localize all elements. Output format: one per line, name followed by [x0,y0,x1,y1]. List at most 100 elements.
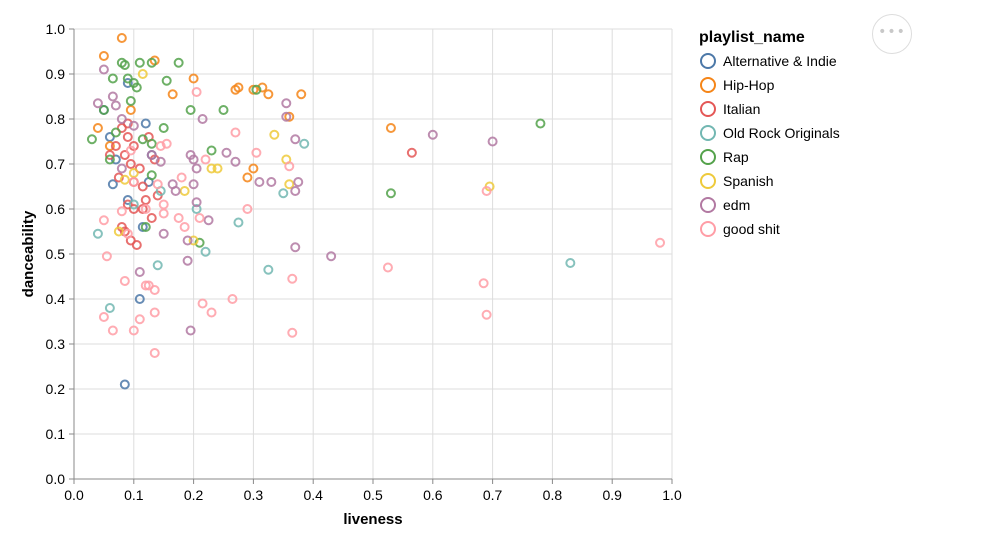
x-axis-title: liveness [343,511,402,528]
data-point [146,57,157,68]
data-point [194,237,205,248]
x-tick-label: 0.7 [483,487,503,503]
data-point [131,82,142,93]
data-point [200,246,211,257]
legend-label: good shit [723,221,780,237]
data-point [242,204,253,214]
data-point [107,73,118,84]
data-point [206,307,217,318]
data-point [179,222,190,232]
data-point [188,154,199,165]
data-point [227,294,238,304]
data-point [152,179,163,190]
data-point [125,159,136,169]
data-point [427,129,438,140]
y-tick-label: 0.9 [46,66,66,82]
data-point [110,141,121,151]
data-point [200,154,211,165]
data-point [137,69,148,79]
data-point [284,179,295,190]
data-point [140,118,151,129]
data-point [149,348,160,358]
data-point [230,127,241,138]
legend-symbol [700,149,716,165]
data-point [191,163,202,174]
data-point [152,260,163,271]
data-point [113,226,124,237]
data-point [281,111,292,122]
legend-item: Spanish [700,173,774,189]
data-point [565,258,576,268]
data-point [290,134,301,145]
data-point [535,118,546,129]
data-point [116,163,127,174]
data-point [125,145,136,156]
legend-symbol [700,125,716,141]
data-point [161,138,172,149]
y-tick-label: 0.3 [46,336,66,352]
data-point [113,172,124,183]
data-point [104,154,115,165]
data-point [161,75,172,86]
legend-item: good shit [700,221,780,237]
data-point [98,105,109,115]
data-point [254,177,265,187]
data-point [296,89,307,100]
x-tick-label: 0.6 [423,487,443,503]
data-point [278,188,289,199]
data-point [478,278,489,289]
data-point [230,156,241,167]
legend-symbol [700,221,716,237]
data-point [134,57,145,68]
data-point [134,267,145,277]
data-point [128,199,139,210]
grid [73,28,673,480]
data-point [170,186,181,196]
data-point [182,235,193,246]
x-tick-label: 0.2 [184,487,204,503]
legend-label: Italian [723,101,760,117]
data-point [179,186,190,196]
legend-item: Rap [700,149,749,165]
data-point [137,134,148,145]
data-point [146,150,157,160]
data-point [158,123,169,133]
data-point [191,204,202,214]
data-point [158,199,169,210]
data-point [188,235,199,246]
data-point [155,141,166,151]
data-point [98,51,109,61]
legend: playlist_name Alternative & Indie Hip-Hop… [699,29,840,237]
data-point [299,138,310,149]
data-point [281,98,292,109]
data-point [221,147,232,158]
x-tick-label: 0.3 [244,487,264,503]
data-point [104,150,115,160]
data-point [188,179,199,190]
data-point [290,186,301,196]
data-point [233,217,244,228]
data-point [326,251,337,262]
x-tick-label: 0.9 [602,487,622,503]
data-point [251,84,262,95]
data-point [110,127,121,138]
y-tick-label: 1.0 [46,21,66,37]
data-point [125,96,136,106]
data-point [119,60,130,70]
data-point [101,251,112,262]
legend-symbol [700,53,716,69]
data-point [206,145,217,156]
data-point [119,379,130,390]
more-icon: ••• [878,24,906,40]
data-point [197,298,208,309]
data-point [146,138,157,149]
data-point [197,114,208,124]
data-point [128,177,139,187]
data-point [257,82,268,93]
data-point [128,120,139,131]
data-point [122,78,133,88]
actions-menu-button[interactable]: ••• [872,14,912,54]
data-point [104,303,115,313]
data-point [251,147,262,158]
data-point [137,181,148,192]
